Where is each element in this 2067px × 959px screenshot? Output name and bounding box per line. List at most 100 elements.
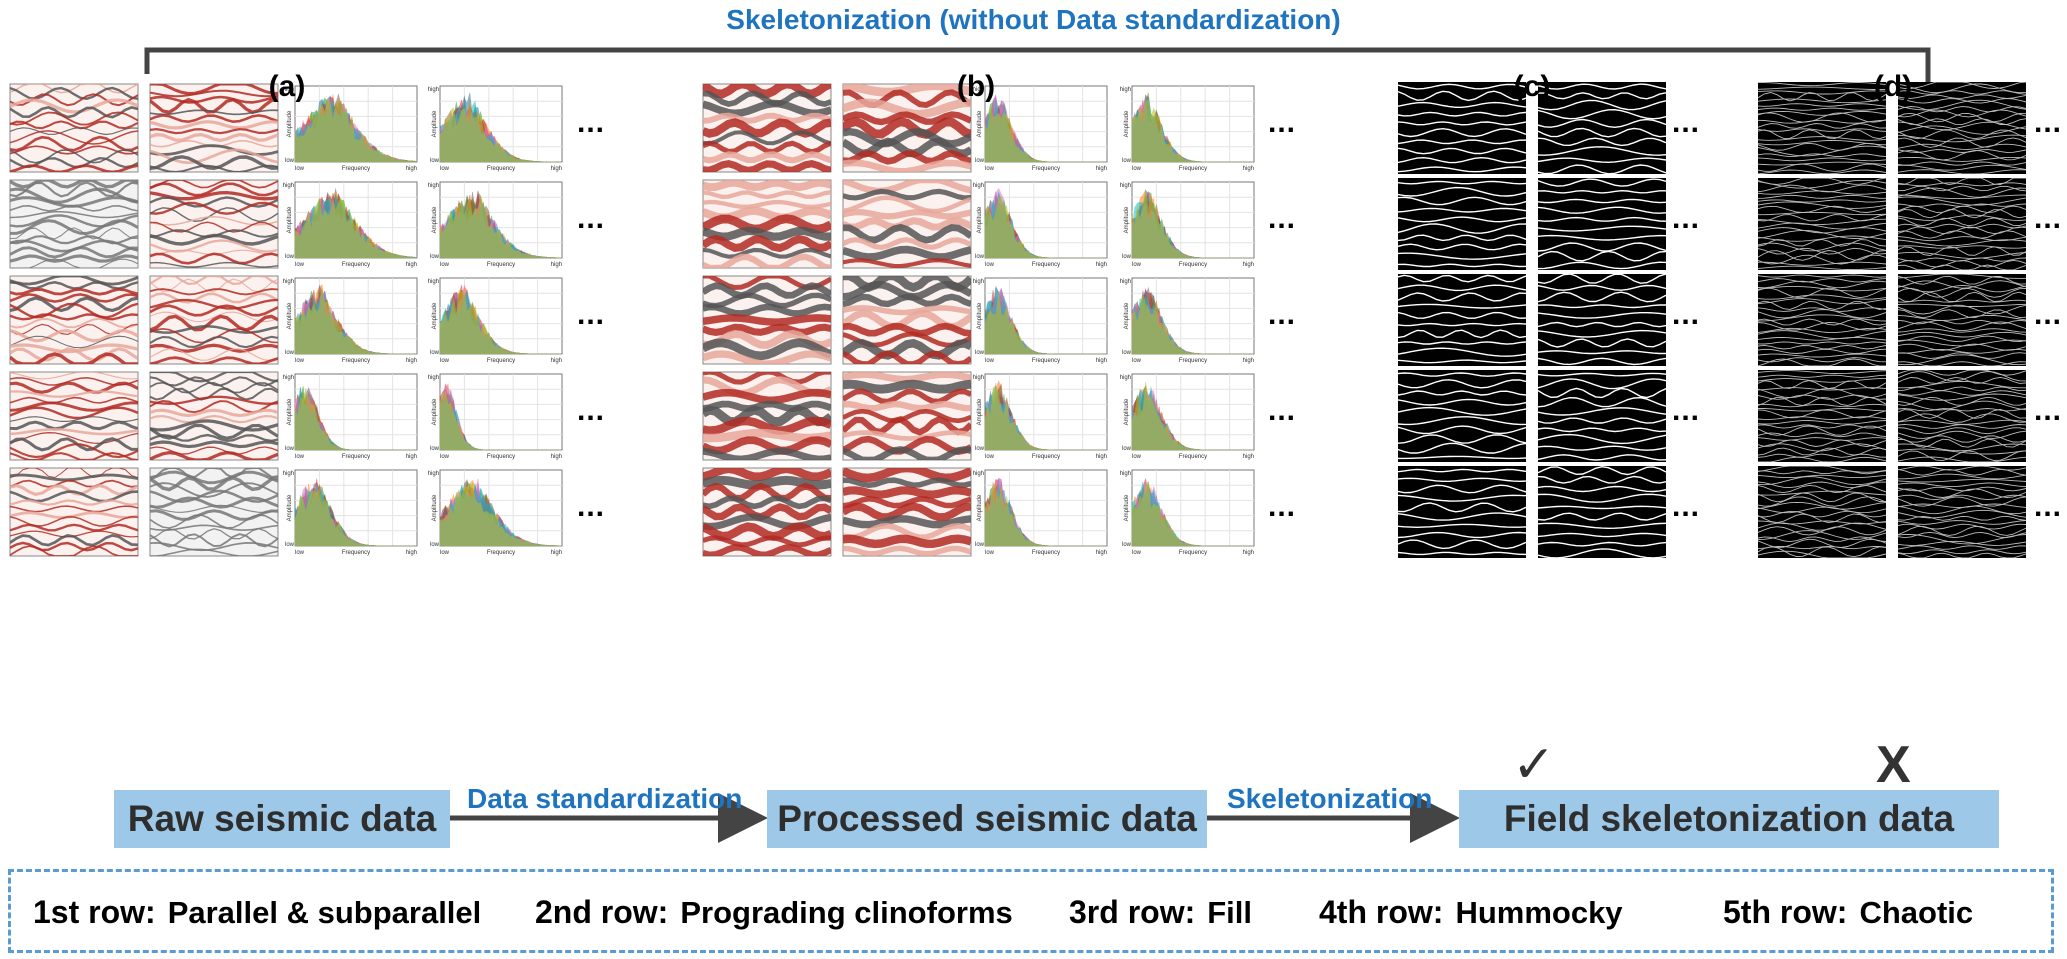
x-axis-title: Frequency bbox=[342, 262, 370, 268]
y-axis-title: Amplitude bbox=[1124, 398, 1130, 425]
axis-low-label: low bbox=[430, 542, 440, 548]
axis-high-label: high bbox=[1120, 183, 1131, 189]
axis-low-label: low bbox=[1122, 542, 1132, 548]
skeleton-tile bbox=[1898, 466, 2026, 558]
axis-high-label: high bbox=[973, 279, 984, 285]
axis-high-label: high bbox=[428, 87, 439, 93]
axis-high-label: high bbox=[1120, 279, 1131, 285]
axis-high-label: high bbox=[428, 375, 439, 381]
skeleton-tile bbox=[1758, 466, 1886, 558]
stage-skeleton-label: Field skeletonization data bbox=[1503, 798, 1955, 839]
legend-row-1: 1st row: Parallel & subparallel bbox=[33, 894, 481, 931]
y-axis-title: Amplitude bbox=[432, 206, 438, 233]
skeleton-tile bbox=[1898, 82, 2026, 174]
axis-high-label: high bbox=[973, 183, 984, 189]
y-axis-title: Amplitude bbox=[1124, 494, 1130, 521]
skeleton-tile bbox=[1398, 274, 1526, 366]
axis-low-label: low bbox=[985, 358, 995, 364]
axis-low-label: low bbox=[1132, 358, 1142, 364]
x-axis-title: Frequency bbox=[1179, 166, 1207, 172]
legend-name: Fill bbox=[1207, 895, 1253, 930]
axis-high-label: high bbox=[1120, 375, 1131, 381]
axis-low-label: low bbox=[430, 446, 440, 452]
y-axis-title: Amplitude bbox=[977, 302, 983, 329]
x-axis-title: Frequency bbox=[487, 262, 515, 268]
ellipsis-marker: ... bbox=[1672, 298, 1701, 331]
axis-high-label: high bbox=[1243, 454, 1254, 460]
x-axis-title: Frequency bbox=[1032, 454, 1060, 460]
legend-box: 1st row: Parallel & subparallel 2nd row: P… bbox=[8, 869, 2054, 953]
axis-low-label: low bbox=[285, 350, 295, 356]
skeleton-tile bbox=[1898, 274, 2026, 366]
x-axis-title: Frequency bbox=[1032, 358, 1060, 364]
seismic-tile bbox=[9, 275, 139, 365]
ellipsis-marker: ... bbox=[1268, 394, 1297, 427]
x-axis-title: Frequency bbox=[487, 454, 515, 460]
axis-low-label: low bbox=[975, 542, 985, 548]
axis-low-label: low bbox=[975, 350, 985, 356]
y-axis-title: Amplitude bbox=[977, 398, 983, 425]
axis-high-label: high bbox=[551, 262, 562, 268]
axis-low-label: low bbox=[285, 158, 295, 164]
panel-label-a: (a) bbox=[268, 70, 306, 103]
seismic-tile bbox=[842, 467, 972, 557]
skeleton-tile bbox=[1758, 370, 1886, 462]
axis-low-label: low bbox=[1122, 446, 1132, 452]
axis-low-label: low bbox=[295, 166, 305, 172]
panel-c-skeleton bbox=[1398, 82, 1666, 558]
axis-high-label: high bbox=[406, 454, 417, 460]
ellipsis-marker: ... bbox=[1268, 202, 1297, 235]
x-axis-title: Frequency bbox=[1179, 454, 1207, 460]
x-axis-title: Frequency bbox=[342, 166, 370, 172]
ellipsis-marker: ... bbox=[1672, 106, 1701, 139]
skeleton-tile bbox=[1758, 274, 1886, 366]
skeleton-tile bbox=[1538, 178, 1666, 270]
ellipsis-marker: ... bbox=[577, 202, 606, 235]
x-axis-title: Frequency bbox=[1032, 550, 1060, 556]
axis-low-label: low bbox=[975, 446, 985, 452]
axis-high-label: high bbox=[551, 454, 562, 460]
ellipsis-marker: ... bbox=[1268, 106, 1297, 139]
axis-low-label: low bbox=[985, 550, 995, 556]
axis-low-label: low bbox=[1132, 166, 1142, 172]
axis-low-label: low bbox=[1122, 158, 1132, 164]
ellipsis-marker: ... bbox=[1672, 394, 1701, 427]
axis-low-label: low bbox=[975, 158, 985, 164]
y-axis-title: Amplitude bbox=[287, 302, 293, 329]
axis-low-label: low bbox=[430, 254, 440, 260]
axis-low-label: low bbox=[1132, 454, 1142, 460]
axis-high-label: high bbox=[428, 279, 439, 285]
x-axis-title: Frequency bbox=[1179, 262, 1207, 268]
y-axis-title: Amplitude bbox=[287, 206, 293, 233]
y-axis-title: Amplitude bbox=[432, 398, 438, 425]
axis-low-label: low bbox=[440, 166, 450, 172]
panel-d-skeleton bbox=[1758, 82, 2026, 558]
axis-high-label: high bbox=[551, 358, 562, 364]
legend-rank: 2nd row: bbox=[535, 894, 669, 930]
seismic-tile bbox=[842, 275, 972, 365]
axis-high-label: high bbox=[1243, 550, 1254, 556]
skeleton-tile bbox=[1538, 466, 1666, 558]
axis-low-label: low bbox=[985, 454, 995, 460]
seismic-tile bbox=[702, 83, 832, 173]
x-axis-title: Frequency bbox=[487, 166, 515, 172]
x-axis-title: Frequency bbox=[487, 358, 515, 364]
seismic-tile bbox=[9, 83, 139, 173]
y-axis-title: Amplitude bbox=[1124, 206, 1130, 233]
seismic-tile bbox=[149, 371, 279, 461]
skeleton-tile bbox=[1758, 178, 1886, 270]
axis-high-label: high bbox=[283, 279, 294, 285]
axis-low-label: low bbox=[295, 550, 305, 556]
axis-high-label: high bbox=[1120, 471, 1131, 477]
axis-low-label: low bbox=[295, 262, 305, 268]
